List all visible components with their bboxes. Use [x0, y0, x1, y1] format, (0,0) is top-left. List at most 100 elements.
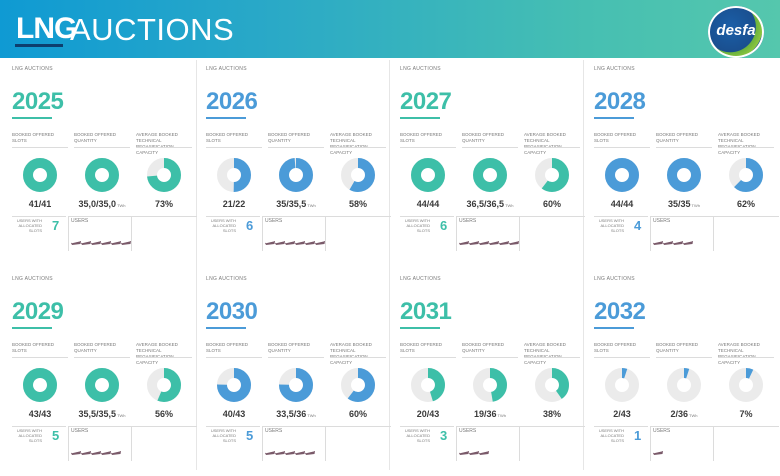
slots-donut — [411, 368, 445, 402]
quantity-donut — [667, 158, 701, 192]
users-box: USERS — [650, 216, 779, 251]
ship-icon — [265, 240, 275, 245]
lng-logo-underline — [15, 44, 63, 47]
booked-quantity-number: 19/36 — [473, 409, 497, 419]
slots-donut-wrap — [602, 155, 642, 200]
unit-label: TWh — [504, 203, 514, 208]
quantity-donut-wrap — [664, 365, 704, 410]
column-separator — [74, 357, 130, 358]
quantity-donut-wrap — [82, 365, 122, 410]
row-separator — [12, 426, 66, 427]
donut-fill — [85, 368, 119, 402]
booked-slots-label: BOOKED OFFERED SLOTS — [400, 342, 443, 353]
column-separator — [330, 357, 386, 358]
slots-donut-wrap — [602, 365, 642, 410]
unit-label: TWh — [116, 203, 126, 208]
booked-slots-label: BOOKED OFFERED SLOTS — [206, 132, 249, 143]
quantity-donut-wrap — [470, 155, 510, 200]
average-capacity-value: 58% — [348, 199, 367, 209]
section-label: LNG AUCTIONS — [12, 66, 53, 72]
donut-fill — [535, 368, 569, 402]
quantity-donut — [473, 368, 507, 402]
capacity-donut-wrap — [726, 155, 766, 200]
booked-quantity-value: 35/35,5 TWh — [268, 199, 324, 209]
year-underline — [206, 117, 246, 119]
capacity-donut-wrap — [726, 365, 766, 410]
users-box: USERS — [68, 216, 197, 251]
users-allocated-label: USERS WITH ALLOCATED SLOTS — [16, 428, 42, 443]
donut-fill — [473, 368, 507, 402]
column-separator — [524, 147, 580, 148]
ship-icon — [265, 450, 275, 455]
slots-donut — [605, 368, 639, 402]
capacity-donut — [147, 368, 181, 402]
auction-panel-2032: LNG AUCTIONS 2032 BOOKED OFFERED SLOTS BOOK… — [594, 276, 780, 476]
booked-slots-label: BOOKED OFFERED SLOTS — [12, 342, 55, 353]
ships-wrap — [653, 233, 715, 251]
users-allocated-label: USERS WITH ALLOCATED SLOTS — [210, 428, 236, 443]
donut-fill — [217, 368, 251, 402]
ship-icons — [653, 450, 663, 455]
column-separator — [400, 357, 456, 358]
ship-icons — [71, 240, 131, 245]
capacity-donut-wrap — [144, 155, 184, 200]
ship-icon — [285, 240, 295, 245]
donut-fill — [279, 368, 313, 402]
booked-slots-value: 44/44 — [416, 199, 440, 209]
slots-donut-wrap — [214, 155, 254, 200]
column-separator — [400, 147, 456, 148]
capacity-donut-wrap — [144, 365, 184, 410]
year-heading: 2030 — [206, 298, 258, 325]
quantity-donut-wrap — [276, 365, 316, 410]
booked-quantity-number: 36,5/36,5 — [466, 199, 505, 209]
ship-icon — [479, 240, 489, 245]
desfa-logo: desfa — [708, 6, 764, 58]
users-box-separator — [325, 217, 326, 251]
column-divider — [196, 60, 197, 470]
donut-fill — [667, 368, 701, 402]
users-box: USERS — [262, 216, 391, 251]
slots-donut-wrap — [20, 365, 60, 410]
booked-quantity-number: 35/35 — [667, 199, 691, 209]
average-capacity-value: 62% — [736, 199, 755, 209]
column-separator — [12, 357, 68, 358]
section-label: LNG AUCTIONS — [12, 276, 53, 282]
ship-icons — [265, 240, 325, 245]
auction-panel-2026: LNG AUCTIONS 2026 BOOKED OFFERED SLOTS BOOK… — [206, 66, 392, 266]
users-label: USERS — [653, 428, 671, 434]
ship-icon — [469, 450, 479, 455]
users-count-value: 7 — [52, 218, 60, 233]
users-box-separator — [519, 427, 520, 461]
average-capacity-label: AVERAGE BOOKED TECHNICAL REGASIFICATION … — [718, 342, 760, 365]
ship-icon — [489, 240, 499, 245]
section-label: LNG AUCTIONS — [400, 66, 441, 72]
booked-slots-value: 21/22 — [222, 199, 246, 209]
capacity-donut — [341, 368, 375, 402]
ship-icon — [315, 240, 325, 245]
ship-icon — [285, 450, 295, 455]
donut-fill — [411, 158, 445, 192]
auction-panel-2025: LNG AUCTIONS 2025 BOOKED OFFERED SLOTS BOOK… — [12, 66, 198, 266]
page-title: AUCTIONS — [70, 12, 235, 47]
users-label: USERS — [71, 218, 89, 224]
users-label: USERS — [459, 428, 477, 434]
year-underline — [594, 327, 634, 329]
ship-icon — [295, 240, 305, 245]
ships-wrap — [265, 233, 327, 251]
unit-label: TWh — [496, 413, 506, 418]
auction-panel-2028: LNG AUCTIONS 2028 BOOKED OFFERED SLOTS BOOK… — [594, 66, 780, 266]
year-heading: 2026 — [206, 88, 258, 115]
average-capacity-value: 56% — [154, 409, 173, 419]
lng-logo: LNG — [16, 12, 77, 45]
average-capacity-value: 60% — [542, 199, 561, 209]
users-allocated-label: USERS WITH ALLOCATED SLOTS — [404, 218, 430, 233]
donut-fill — [23, 158, 57, 192]
column-separator — [656, 357, 712, 358]
auction-panel-2027: LNG AUCTIONS 2027 BOOKED OFFERED SLOTS BOOK… — [400, 66, 586, 266]
booked-slots-value: 40/43 — [222, 409, 246, 419]
row-separator — [206, 216, 260, 217]
column-separator — [12, 147, 68, 148]
slots-donut — [217, 158, 251, 192]
average-capacity-label: AVERAGE BOOKED TECHNICAL REGASIFICATION … — [718, 132, 760, 155]
average-capacity-label: AVERAGE BOOKED TECHNICAL REGASIFICATION … — [524, 342, 566, 365]
